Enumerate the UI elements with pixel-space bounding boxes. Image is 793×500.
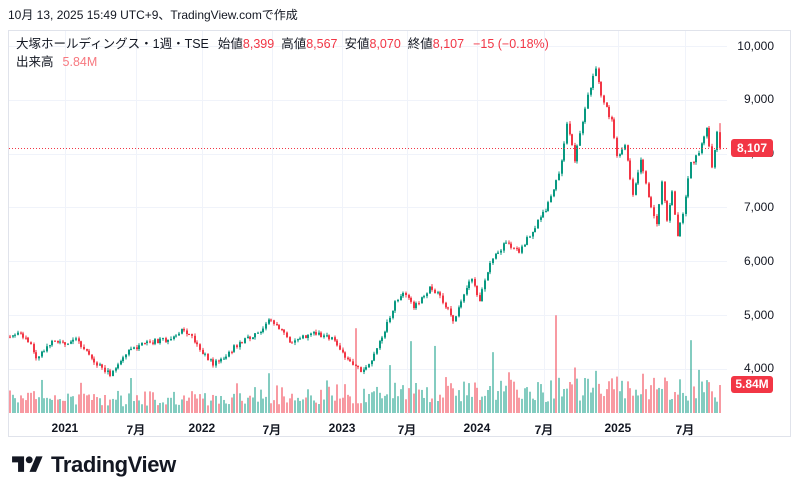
last-price-badge: 8,107 xyxy=(731,138,773,157)
price-tick-label: 10,000 xyxy=(737,38,774,53)
price-tick-label: 4,000 xyxy=(743,361,774,376)
volume-badge: 5.84M xyxy=(731,376,773,394)
time-tick-label: 7月 xyxy=(675,423,695,437)
time-tick-label: 7月 xyxy=(534,423,554,437)
price-tick-label: 5,000 xyxy=(743,307,774,322)
open-pair: 始値8,399 xyxy=(218,37,274,51)
time-tick-label: 2022 xyxy=(188,421,216,435)
close-label: 終値 xyxy=(407,37,433,51)
close-pair: 終値8,107 xyxy=(408,37,464,51)
tradingview-logo-text: TradingView xyxy=(51,452,176,477)
price-tick-label: 6,000 xyxy=(743,253,774,268)
legend-ohlc-row: 大塚ホールディングス・1週・TSE 始値8,399 高値8,567 安値8,070 終値… xyxy=(16,35,549,53)
high-label: 高値 xyxy=(281,37,307,51)
candlestick-chart-canvas xyxy=(9,31,727,414)
volume-label: 出来高 xyxy=(16,55,54,69)
time-axis: 2021 7月 2022 7月 2023 7月 2024 7月 2025 7月 xyxy=(9,414,727,437)
high-value: 8,567 xyxy=(306,37,338,51)
snapshot-timestamp: 10月 13, 2025 15:49 UTC+9、TradingView.com… xyxy=(8,8,298,22)
change-value: −15 (−0.18%) xyxy=(473,37,549,51)
time-tick-label: 2021 xyxy=(51,421,79,435)
low-value: 8,070 xyxy=(369,37,401,51)
close-value: 8,107 xyxy=(432,37,465,51)
price-tick-label: 7,000 xyxy=(743,199,774,214)
volume-value: 5.84M xyxy=(62,55,98,69)
time-tick-label: 2025 xyxy=(604,421,632,435)
time-tick-label: 7月 xyxy=(262,423,282,437)
chart-widget: 大塚ホールディングス・1週・TSE 始値8,399 高値8,567 安値8,070 終値… xyxy=(8,30,791,437)
price-tick-label: 9,000 xyxy=(743,92,774,107)
low-label: 安値 xyxy=(344,37,370,51)
time-tick-label: 2024 xyxy=(463,421,491,435)
time-tick-label: 7月 xyxy=(126,423,146,437)
low-pair: 安値8,070 xyxy=(344,37,400,51)
time-tick-label: 7月 xyxy=(397,423,417,437)
price-axis: 8,107 5.84M 10,0009,0008,0007,0006,0005,… xyxy=(727,31,791,414)
tradingview-logo[interactable]: TradingView xyxy=(12,452,176,478)
open-value: 8,399 xyxy=(242,37,275,51)
time-tick-label: 2023 xyxy=(328,421,356,435)
tradingview-logo-icon xyxy=(12,456,43,472)
high-pair: 高値8,567 xyxy=(281,37,337,51)
open-label: 始値 xyxy=(217,37,243,51)
symbol-title: 大塚ホールディングス・1週・TSE xyxy=(16,37,209,51)
chart-legend: 大塚ホールディングス・1週・TSE 始値8,399 高値8,567 安値8,070 終値… xyxy=(16,35,549,71)
legend-volume-row: 出来高 5.84M xyxy=(16,53,549,71)
